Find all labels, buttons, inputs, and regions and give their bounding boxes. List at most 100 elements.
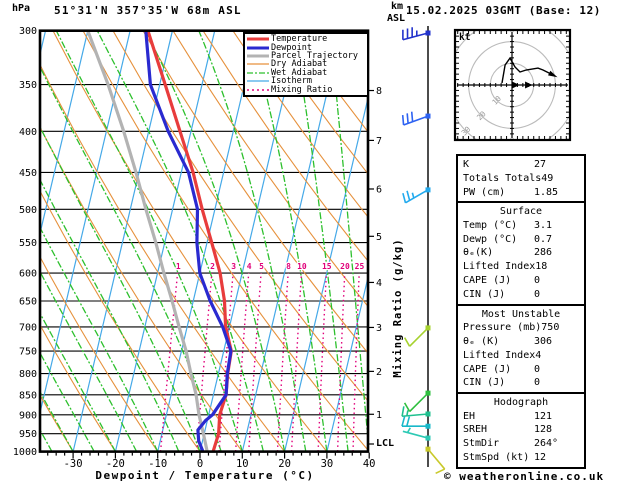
mixing-ratio-line xyxy=(218,272,234,452)
indices-row: SREH 128 xyxy=(458,423,584,437)
dry-adiabat-line xyxy=(262,30,368,175)
temp-tick-label: 10 xyxy=(236,458,249,470)
mixing-ratio-value-label: 10 xyxy=(297,262,307,271)
indices-box: Surface Temp (°C) 3.1 Dewp (°C) 0.7 θₑ(K) 286 L… xyxy=(456,201,586,306)
temp-tick-label: -20 xyxy=(106,458,125,470)
index-value: 306 xyxy=(534,335,553,347)
pressure-tick-label: 300 xyxy=(19,26,37,37)
index-label: Totals Totals xyxy=(463,172,542,184)
temp-axis-label: Dewpoint / Temperature (°C) xyxy=(95,469,315,482)
dry-adiabat-line xyxy=(232,30,368,218)
indices-row: θₑ(K) 286 xyxy=(458,246,584,260)
index-value: 18 xyxy=(535,261,548,273)
isotherm-line xyxy=(326,274,368,452)
lcl-label: LCL xyxy=(376,438,395,449)
mixing-ratio-value-label: 15 xyxy=(322,262,332,271)
altitude-unit-asl: ASL xyxy=(387,13,406,24)
index-value: 121 xyxy=(534,410,553,422)
legend-item: Isotherm xyxy=(245,76,367,87)
indices-row: Pressure (mb) 750 xyxy=(458,321,584,335)
mixing-ratio-line xyxy=(234,272,250,452)
temp-tick-label: 0 xyxy=(197,458,203,470)
dry-adiabat-line xyxy=(40,189,201,452)
pressure-tick-label: 850 xyxy=(19,390,37,401)
legend-item-label: Dry Adiabat xyxy=(271,59,328,70)
mixing-ratio-value-label: 25 xyxy=(355,262,365,271)
indices-row: θₑ (K) 306 xyxy=(458,335,584,349)
dry-adiabat-line xyxy=(142,30,368,354)
wet-adiabat-line xyxy=(55,30,243,452)
legend-item: Temperature xyxy=(245,35,367,43)
indices-row: Temp (°C) 3.1 xyxy=(458,219,584,233)
km-tick-label: 6 xyxy=(376,184,382,195)
indices-row: Totals Totals 49 xyxy=(458,172,584,186)
wind-barb xyxy=(402,27,431,41)
copyright: © weatheronline.co.uk xyxy=(444,470,605,483)
km-tick-label: 4 xyxy=(376,278,382,289)
legend-item: Wet Adiabat xyxy=(245,69,367,77)
hodograph-unit-label: kt xyxy=(459,32,471,43)
legend-item-label: Dewpoint xyxy=(271,42,312,53)
mixing-ratio-line xyxy=(317,272,328,452)
hodograph-trace xyxy=(501,56,554,84)
wind-barb xyxy=(401,406,431,418)
hodograph-trace-arrow xyxy=(548,70,558,78)
index-label: CIN (J) xyxy=(463,377,506,389)
index-value: 0 xyxy=(534,363,541,375)
wet-adiabat-line xyxy=(198,30,307,452)
km-tick-label: 1 xyxy=(376,410,382,421)
indices-row: EH 121 xyxy=(458,410,584,424)
indices-row: PW (cm) 1.85 xyxy=(458,186,584,200)
indices-row: Lifted Index 18 xyxy=(458,260,584,274)
index-value: 0 xyxy=(534,275,541,287)
isotherm-line xyxy=(241,30,343,452)
wind-barb xyxy=(401,416,431,429)
index-value: 12 xyxy=(534,452,547,464)
wind-barb xyxy=(403,390,431,413)
index-value: 750 xyxy=(541,322,560,334)
legend-item: Mixing Ratio xyxy=(245,84,367,95)
hodograph-axis-marker xyxy=(525,81,533,89)
wind-level-marker xyxy=(425,390,431,396)
run-datetime: 15.02.2025 03GMT (Base: 12) xyxy=(406,4,602,17)
indices-box-title: Hodograph xyxy=(493,397,549,409)
wind-level-marker xyxy=(425,325,431,331)
index-label: K xyxy=(463,159,470,170)
dry-adiabat-line xyxy=(82,30,368,452)
index-value: 27 xyxy=(534,159,547,170)
wind-level-marker xyxy=(425,435,431,441)
wind-barb xyxy=(425,446,446,475)
pressure-tick-label: 1000 xyxy=(13,447,37,458)
pressure-tick-label: 900 xyxy=(19,410,37,421)
mixing-ratio-value-label: 4 xyxy=(247,262,252,271)
wind-level-marker xyxy=(425,113,431,119)
km-tick-label: 2 xyxy=(376,367,382,378)
legend-item-label: Mixing Ratio xyxy=(271,84,333,95)
km-tick-label: 8 xyxy=(376,86,382,97)
parcel-trajectory-curve xyxy=(86,30,209,452)
isotherm-line xyxy=(369,31,468,452)
index-value: 1.85 xyxy=(534,186,559,198)
dewpoint-curve xyxy=(144,30,233,452)
index-label: θₑ(K) xyxy=(463,247,494,259)
wind-barb xyxy=(402,427,431,441)
mixing-ratio-line xyxy=(290,272,303,452)
isotherm-line xyxy=(0,31,3,452)
pressure-tick-label: 700 xyxy=(19,322,37,333)
index-label: Lifted Index xyxy=(463,349,536,361)
isotherm-line xyxy=(157,30,258,452)
index-value: 264° xyxy=(534,438,559,450)
mixing-ratio-line xyxy=(352,272,360,452)
temp-tick-label: -10 xyxy=(148,458,167,470)
mixing-ratio-value-label: 20 xyxy=(340,262,350,271)
wet-adiabat-line xyxy=(40,226,159,452)
wind-level-marker xyxy=(425,411,431,417)
legend-item-label: Isotherm xyxy=(271,76,312,87)
km-tick-label: 3 xyxy=(376,323,382,334)
mixing-ratio-line xyxy=(276,272,289,452)
dry-adiabat-line xyxy=(112,30,368,402)
temp-tick-label: 20 xyxy=(278,458,291,470)
mixing-ratio-value-label: 5 xyxy=(259,262,264,271)
dry-adiabat-line xyxy=(40,255,159,452)
